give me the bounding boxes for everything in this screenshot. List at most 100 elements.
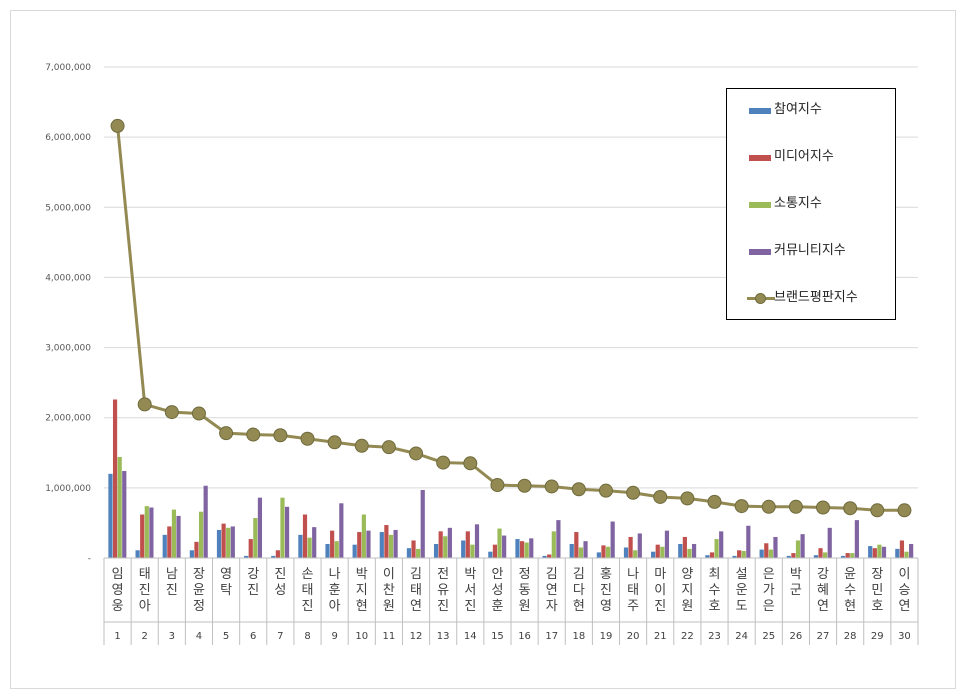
bar (492, 544, 498, 558)
bar (167, 526, 172, 558)
brand-reputation-point (463, 456, 478, 471)
bar (393, 529, 398, 558)
x-rank-label: 27 (817, 631, 830, 642)
bar (854, 520, 859, 558)
bar (633, 550, 638, 558)
bar (257, 497, 263, 558)
bar (117, 456, 122, 558)
x-rank-label: 25 (762, 631, 775, 642)
x-rank-label: 18 (572, 631, 585, 642)
line-layer (110, 118, 912, 518)
bar (312, 527, 317, 558)
legend-label-brand-reputation: 브랜드평판지수 (774, 290, 858, 305)
bar (366, 530, 371, 558)
x-rank-label: 7 (277, 631, 283, 642)
bar (660, 546, 665, 558)
legend-label-participation: 참여지수 (774, 102, 822, 117)
brand-reputation-point (517, 478, 532, 493)
bar (298, 534, 303, 558)
bar (877, 544, 882, 558)
bar (334, 541, 339, 558)
brand-reputation-point (327, 435, 342, 450)
bar (909, 543, 914, 558)
x-rank-label: 24 (735, 631, 748, 642)
bar (551, 531, 556, 558)
bar (519, 541, 525, 558)
x-rank-label: 17 (545, 631, 558, 642)
bar (529, 538, 534, 558)
bar (823, 552, 828, 558)
bar (194, 541, 199, 558)
x-rank-label: 5 (223, 631, 229, 642)
bar (149, 507, 154, 558)
legend-item-communication: 소통지수 (727, 194, 897, 214)
bar (800, 534, 805, 558)
x-rank-label: 19 (600, 631, 613, 642)
bar (574, 532, 579, 558)
bar (610, 521, 615, 558)
bar (691, 543, 697, 558)
legend-item-brand-reputation: 브랜드평판지수 (727, 288, 897, 308)
brand-reputation-point (246, 427, 261, 442)
bar (216, 529, 222, 558)
brand-reputation-point (707, 494, 722, 509)
x-rank-label: 29 (871, 631, 884, 642)
bar (542, 555, 547, 558)
bar (719, 531, 724, 558)
bar (384, 525, 389, 558)
bar (144, 506, 149, 558)
x-rank-label: 20 (627, 631, 640, 642)
y-tick-label: 6,000,000 (45, 133, 91, 143)
bar (470, 544, 475, 558)
bar (171, 509, 177, 558)
bar (307, 537, 312, 558)
legend-label-media: 미디어지수 (774, 149, 834, 164)
bar (578, 547, 584, 558)
x-rank-label: 30 (898, 631, 911, 642)
bar (284, 506, 290, 558)
bar (135, 550, 140, 558)
bar (818, 548, 823, 558)
brand-reputation-point (219, 426, 234, 441)
bar (768, 549, 773, 558)
brand-reputation-point (870, 503, 885, 518)
bar (280, 497, 285, 558)
bar (872, 548, 877, 558)
y-tick-label: 3,000,000 (45, 344, 91, 354)
x-axis: 임 영 웅 1 태 진 아 2 남 진 3 장 윤 정 4 영 탁 5 강 진 6 진 성 7 손 태 진 8 나 훈 아 9 박 지 현 10 이 찬 원… (103, 557, 919, 645)
bar (198, 511, 204, 558)
legend-swatch-media (749, 155, 771, 161)
bar (325, 543, 330, 558)
brand-reputation-point (164, 405, 179, 420)
bar (813, 555, 819, 558)
bar (583, 541, 588, 558)
legend-item-media: 미디어지수 (727, 147, 897, 167)
x-rank-label: 9 (331, 631, 337, 642)
bar (162, 534, 167, 558)
brand-reputation-point (544, 479, 559, 494)
legend-swatch-community (749, 249, 771, 255)
bar (388, 534, 394, 558)
brand-reputation-point (191, 406, 206, 421)
brand-reputation-point (110, 118, 125, 133)
brand-reputation-point (626, 485, 641, 500)
brand-reputation-point (897, 503, 912, 518)
